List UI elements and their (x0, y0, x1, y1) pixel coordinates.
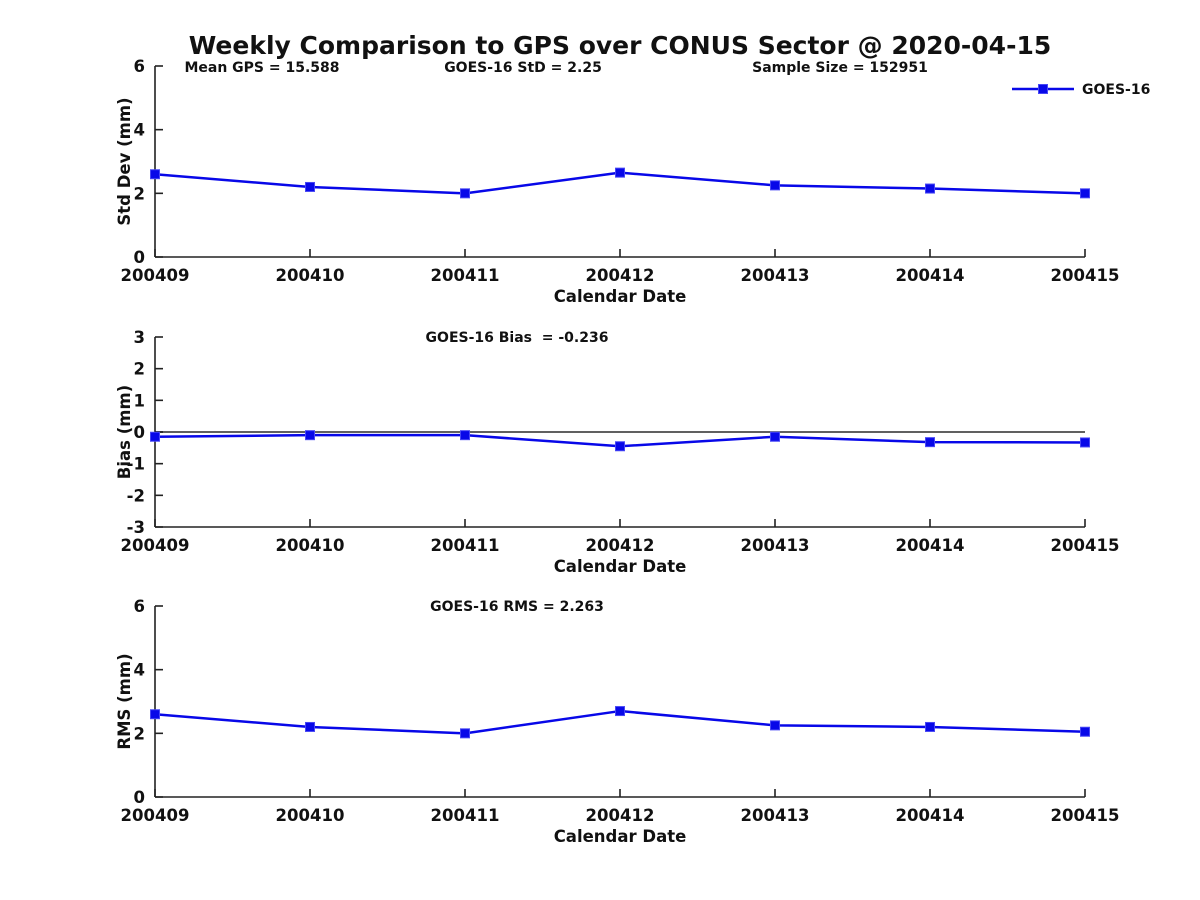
data-point-marker (460, 430, 470, 441)
x-tick-label: 200409 (121, 536, 190, 555)
y-axis-label-std-dev: Std Dev (mm) (115, 97, 134, 225)
x-tick-label: 200411 (431, 536, 500, 555)
subplot-rms: GOES-16 RMS = 2.263 RMS (mm) Calendar Da… (115, 597, 1119, 846)
x-tick-label: 200411 (431, 266, 500, 285)
data-point-marker (305, 430, 315, 441)
x-tick-label: 200414 (896, 536, 965, 555)
y-tick-label: -3 (127, 518, 145, 537)
y-tick-label: 1 (134, 391, 145, 410)
data-point-marker (925, 437, 935, 448)
data-point-marker (305, 181, 315, 192)
y-tick-label: 2 (134, 724, 145, 743)
subplot-std-dev: Mean GPS = 15.588 GOES-16 StD = 2.25 Sam… (115, 57, 1119, 306)
data-point-marker (150, 431, 160, 442)
data-point-marker (305, 721, 315, 732)
x-axis-label-calendar-date: Calendar Date (554, 827, 687, 846)
x-axis-label-calendar-date: Calendar Date (554, 557, 687, 576)
data-point-marker (1080, 437, 1090, 448)
x-tick-label: 200410 (276, 266, 345, 285)
annotation-bias: GOES-16 Bias = -0.236 (426, 330, 609, 346)
y-tick-label: 3 (134, 328, 145, 347)
legend: GOES-16 (1012, 82, 1150, 98)
y-tick-label: 2 (134, 360, 145, 379)
subplot-bias: GOES-16 Bias = -0.236 Bias (mm) Calendar… (115, 328, 1119, 576)
data-point-marker (1080, 188, 1090, 199)
plot-area-std-dev: 0 2 4 6 200409 200410 200411 200412 200413 200414… (121, 57, 1120, 285)
legend-label: GOES-16 (1082, 82, 1150, 98)
plot-area-bias: -3 -2 -1 0 1 2 3 200409 200410 200411 200412 200413… (121, 328, 1120, 555)
annotation-mean-gps: Mean GPS = 15.588 (184, 60, 339, 76)
x-tick-label: 200414 (896, 266, 965, 285)
plot-area-rms: 0 2 4 6 200409 200410 200411 200412 200413 200414… (121, 597, 1120, 825)
legend-marker (1038, 84, 1048, 94)
data-point-marker (770, 180, 780, 191)
x-tick-label: 200415 (1051, 536, 1120, 555)
x-tick-label: 200410 (276, 536, 345, 555)
data-point-marker (460, 728, 470, 739)
x-tick-label: 200411 (431, 806, 500, 825)
annotation-std: GOES-16 StD = 2.25 (444, 60, 602, 76)
x-tick-label: 200412 (586, 266, 655, 285)
data-point-marker (770, 431, 780, 442)
data-point-marker (150, 709, 160, 720)
y-tick-label: 4 (134, 121, 145, 140)
x-tick-label: 200413 (741, 536, 810, 555)
data-point-marker (615, 441, 625, 452)
x-tick-label: 200413 (741, 806, 810, 825)
data-point-marker (150, 169, 160, 180)
x-tick-label: 200414 (896, 806, 965, 825)
y-tick-label: 0 (134, 423, 145, 442)
y-tick-label: -1 (127, 455, 145, 474)
data-point-marker (1080, 726, 1090, 737)
x-tick-label: 200413 (741, 266, 810, 285)
data-point-marker (615, 167, 625, 178)
x-tick-label: 200409 (121, 266, 190, 285)
data-point-marker (770, 720, 780, 731)
annotation-rms: GOES-16 RMS = 2.263 (430, 599, 604, 615)
y-tick-label: 4 (134, 661, 145, 680)
y-axis-label-rms: RMS (mm) (115, 653, 134, 749)
y-tick-label: 0 (134, 248, 145, 267)
x-tick-label: 200412 (586, 536, 655, 555)
x-tick-label: 200410 (276, 806, 345, 825)
y-tick-label: -2 (127, 486, 145, 505)
data-point-marker (925, 183, 935, 194)
x-tick-label: 200412 (586, 806, 655, 825)
chart-title: Weekly Comparison to GPS over CONUS Sect… (189, 31, 1052, 60)
y-axis-label-bias: Bias (mm) (115, 385, 134, 479)
y-tick-label: 0 (134, 788, 145, 807)
x-tick-label: 200415 (1051, 266, 1120, 285)
y-tick-label: 6 (134, 57, 145, 76)
x-axis-label-calendar-date: Calendar Date (554, 287, 687, 306)
data-point-marker (460, 188, 470, 199)
data-point-marker (615, 706, 625, 717)
annotation-sample-size: Sample Size = 152951 (752, 60, 928, 76)
y-tick-label: 6 (134, 597, 145, 616)
x-tick-label: 200409 (121, 806, 190, 825)
y-tick-label: 2 (134, 184, 145, 203)
data-point-marker (925, 721, 935, 732)
x-tick-label: 200415 (1051, 806, 1120, 825)
